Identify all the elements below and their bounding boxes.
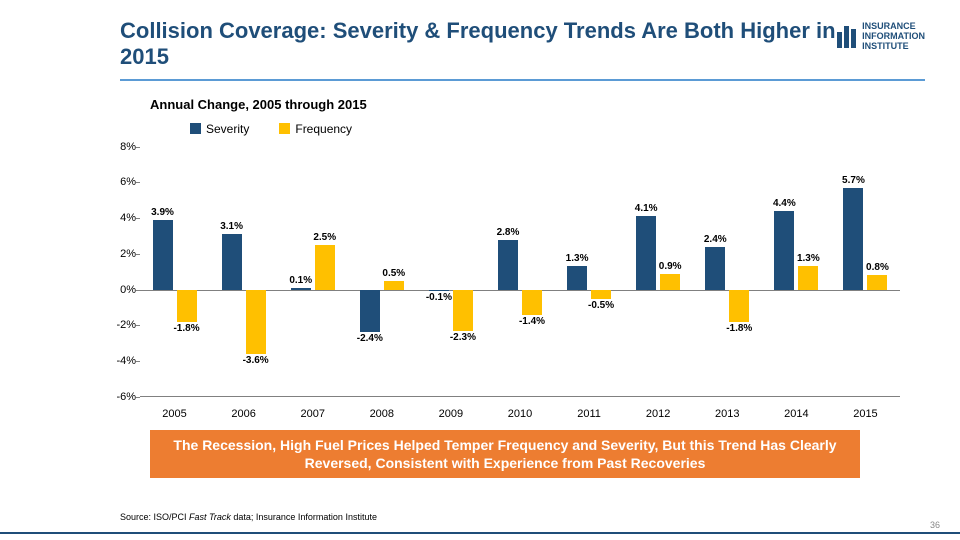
- bar-label: 2.4%: [695, 234, 735, 245]
- y-axis-tick: 2%: [104, 248, 136, 260]
- source-citation: Source: ISO/PCI Fast Track data; Insuran…: [120, 512, 377, 522]
- x-axis-label: 2010: [492, 408, 548, 420]
- legend-swatch-icon: [279, 123, 290, 134]
- bar-label: 5.7%: [833, 175, 873, 186]
- bar-frequency: [729, 290, 749, 322]
- y-axis-tick: 6%: [104, 176, 136, 188]
- bar-label: 0.8%: [857, 262, 897, 273]
- x-axis-label: 2014: [768, 408, 824, 420]
- bar-label: -1.8%: [719, 323, 759, 334]
- chart-plot-area: -6%-4%-2%0%2%4%6%8%3.9%-1.8%3.1%-3.6%0.1…: [140, 147, 900, 397]
- legend-swatch-icon: [190, 123, 201, 134]
- x-axis-label: 2011: [561, 408, 617, 420]
- page-title: Collision Coverage: Severity & Frequency…: [120, 18, 837, 71]
- callout-box: The Recession, High Fuel Prices Helped T…: [150, 430, 860, 478]
- bar-chart: Severity Frequency -6% -4% -2% 0% 2% 4% 6% 8% 3.9…: [100, 122, 900, 422]
- bar-frequency: [867, 275, 887, 289]
- bar-label: 0.5%: [374, 268, 414, 279]
- bar-label: -3.6%: [236, 355, 276, 366]
- bar-label: -2.3%: [443, 332, 483, 343]
- bar-severity: [636, 216, 656, 289]
- bar-label: -2.4%: [350, 333, 390, 344]
- legend-label: Severity: [206, 122, 249, 136]
- bar-severity: [705, 247, 725, 290]
- logo-text: INSURANCEINFORMATIONINSTITUTE: [862, 22, 925, 52]
- bar-label: 3.9%: [143, 207, 183, 218]
- bar-label: 3.1%: [212, 221, 252, 232]
- x-axis-label: 2009: [423, 408, 479, 420]
- chart-subtitle: Annual Change, 2005 through 2015: [0, 81, 960, 112]
- x-axis-label: 2015: [837, 408, 893, 420]
- x-axis-label: 2007: [285, 408, 341, 420]
- x-axis-label: 2013: [699, 408, 755, 420]
- y-axis-tick: -2%: [104, 319, 136, 331]
- legend-label: Frequency: [295, 122, 352, 136]
- y-axis-tick: -4%: [104, 355, 136, 367]
- bar-frequency: [177, 290, 197, 322]
- logo-bars-icon: [837, 26, 856, 48]
- legend-item: Frequency: [279, 122, 352, 136]
- y-axis-tick: 4%: [104, 212, 136, 224]
- bar-severity: [774, 211, 794, 290]
- bar-severity: [843, 188, 863, 290]
- x-axis-label: 2005: [147, 408, 203, 420]
- bar-label: 1.3%: [788, 253, 828, 264]
- bar-label: -1.4%: [512, 316, 552, 327]
- bar-frequency: [522, 290, 542, 315]
- bar-label: -0.5%: [581, 300, 621, 311]
- x-axis-label: 2012: [630, 408, 686, 420]
- x-axis-label: 2006: [216, 408, 272, 420]
- bar-severity: [360, 290, 380, 333]
- bar-label: 4.4%: [764, 198, 804, 209]
- x-axis-label: 2008: [354, 408, 410, 420]
- bar-frequency: [453, 290, 473, 331]
- page-number: 36: [930, 520, 940, 530]
- bar-label: 4.1%: [626, 203, 666, 214]
- footer-rule: [0, 532, 960, 534]
- y-axis-tick: -6%: [104, 391, 136, 403]
- iii-logo: INSURANCEINFORMATIONINSTITUTE: [837, 22, 925, 52]
- y-axis-tick: 0%: [104, 284, 136, 296]
- bar-frequency: [246, 290, 266, 354]
- bar-frequency: [660, 274, 680, 290]
- bar-severity: [153, 220, 173, 290]
- bar-label: 0.9%: [650, 261, 690, 272]
- chart-legend: Severity Frequency: [100, 122, 900, 136]
- bar-severity: [222, 234, 242, 289]
- bar-severity: [291, 288, 311, 290]
- bar-label: -1.8%: [167, 323, 207, 334]
- bar-severity: [498, 240, 518, 290]
- bar-label: 1.3%: [557, 253, 597, 264]
- y-axis-tick: 8%: [104, 141, 136, 153]
- bar-severity: [567, 266, 587, 289]
- legend-item: Severity: [190, 122, 249, 136]
- bar-frequency: [384, 281, 404, 290]
- bar-frequency: [798, 266, 818, 289]
- bar-severity: [429, 290, 449, 292]
- bar-frequency: [315, 245, 335, 290]
- bar-label: 2.8%: [488, 227, 528, 238]
- bar-frequency: [591, 290, 611, 299]
- bar-label: 2.5%: [305, 232, 345, 243]
